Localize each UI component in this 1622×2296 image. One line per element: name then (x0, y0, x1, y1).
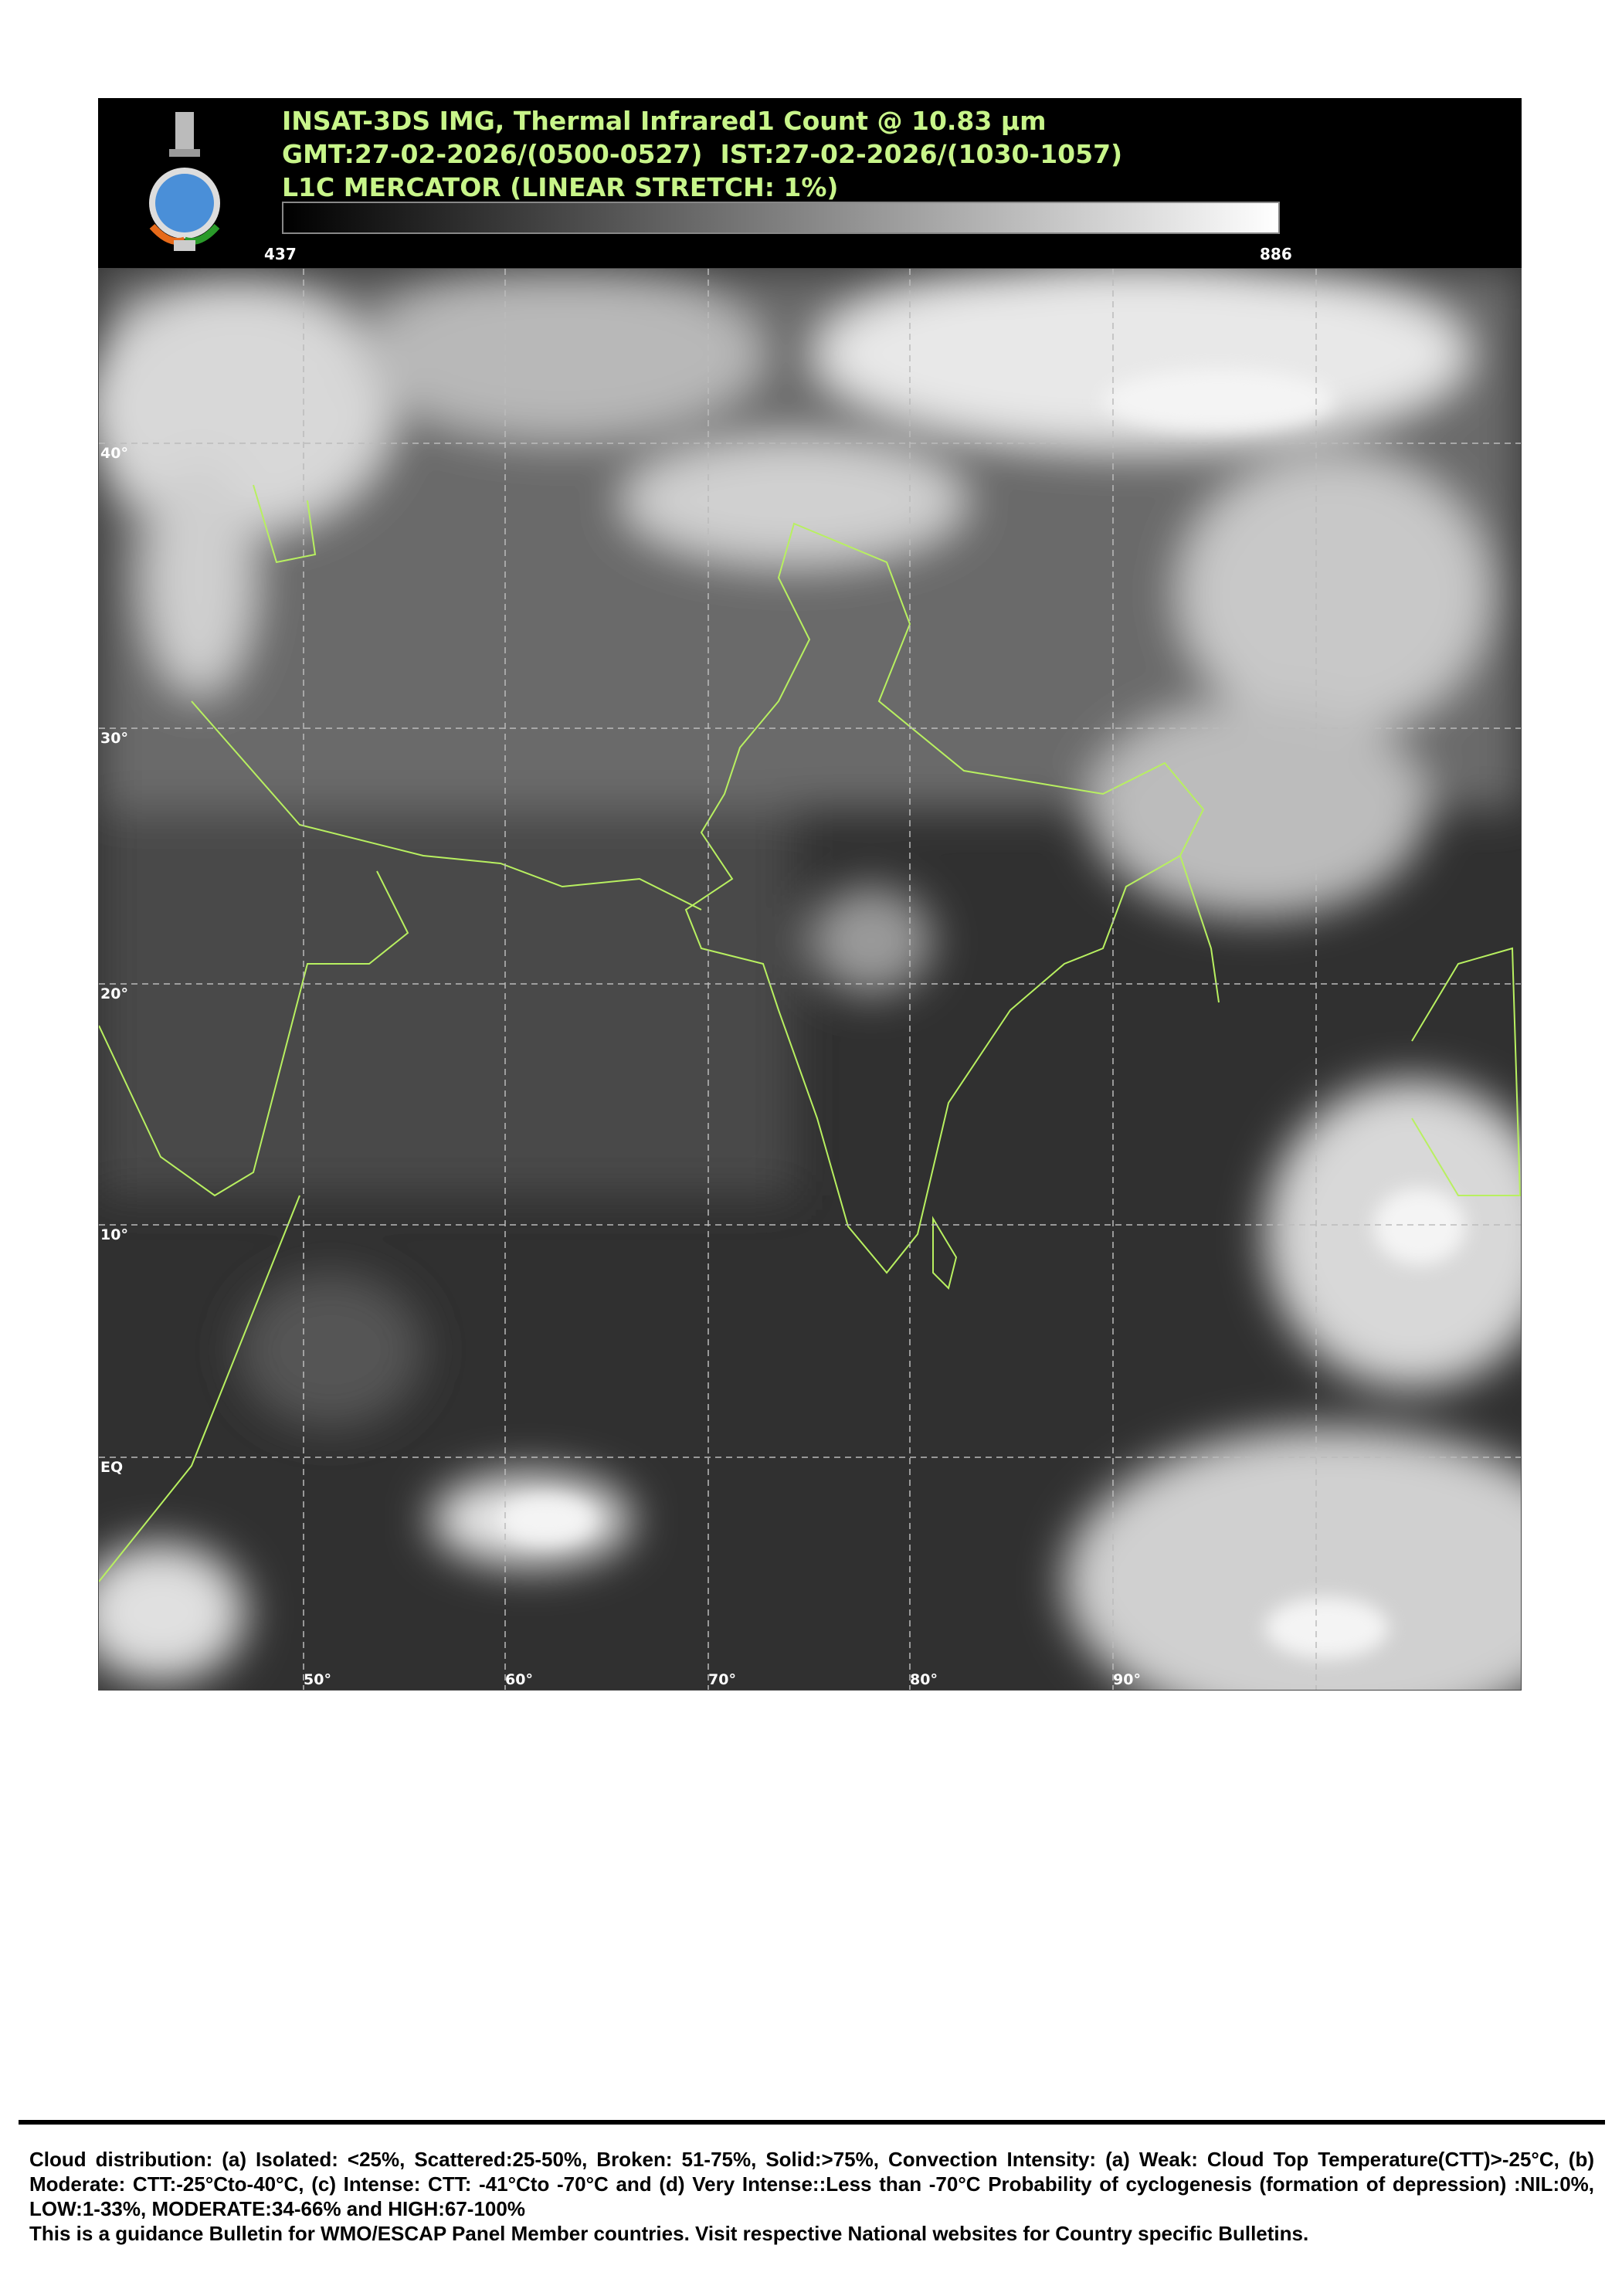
lat-label-30: 30° (100, 730, 128, 747)
title-line-2: GMT:27-02-2026/(0500-0527) IST:27-02-202… (282, 139, 1123, 169)
colorbar-max-label: 886 (1260, 245, 1292, 263)
lon-label-50: 50° (304, 1671, 331, 1688)
image-header: INSAT-3DS IMG, Thermal Infrared1 Count @… (98, 98, 1522, 268)
lon-label-90: 90° (1113, 1671, 1141, 1688)
colorbar-min-label: 437 (264, 245, 297, 263)
title-line-3: L1C MERCATOR (LINEAR STRETCH: 1%) (282, 172, 839, 202)
lon-label-80: 80° (910, 1671, 938, 1688)
lat-label-20: 20° (100, 985, 128, 1002)
grayscale-colorbar (282, 202, 1280, 234)
lat-label-40: 40° (100, 445, 128, 462)
divider-line (19, 2120, 1605, 2125)
lat-label-10: 10° (100, 1226, 128, 1243)
title-line-1: INSAT-3DS IMG, Thermal Infrared1 Count @… (282, 106, 1047, 136)
cloud-distribution-note: Cloud distribution: (a) Isolated: <25%, … (29, 2148, 1594, 2220)
lon-label-70: 70° (708, 1671, 736, 1688)
lat-label-eq: EQ (100, 1459, 124, 1476)
emblem-and-imd-seal-icon (146, 110, 223, 257)
satellite-image: 40° 30° 20° 10° EQ 50° 60° 70° 80° 90° (98, 268, 1522, 1691)
cloud-imagery (99, 269, 1521, 1690)
guidance-note: This is a guidance Bulletin for WMO/ESCA… (29, 2222, 1309, 2245)
bulletin-footer: Cloud distribution: (a) Isolated: <25%, … (29, 2147, 1594, 2246)
lon-label-60: 60° (505, 1671, 533, 1688)
